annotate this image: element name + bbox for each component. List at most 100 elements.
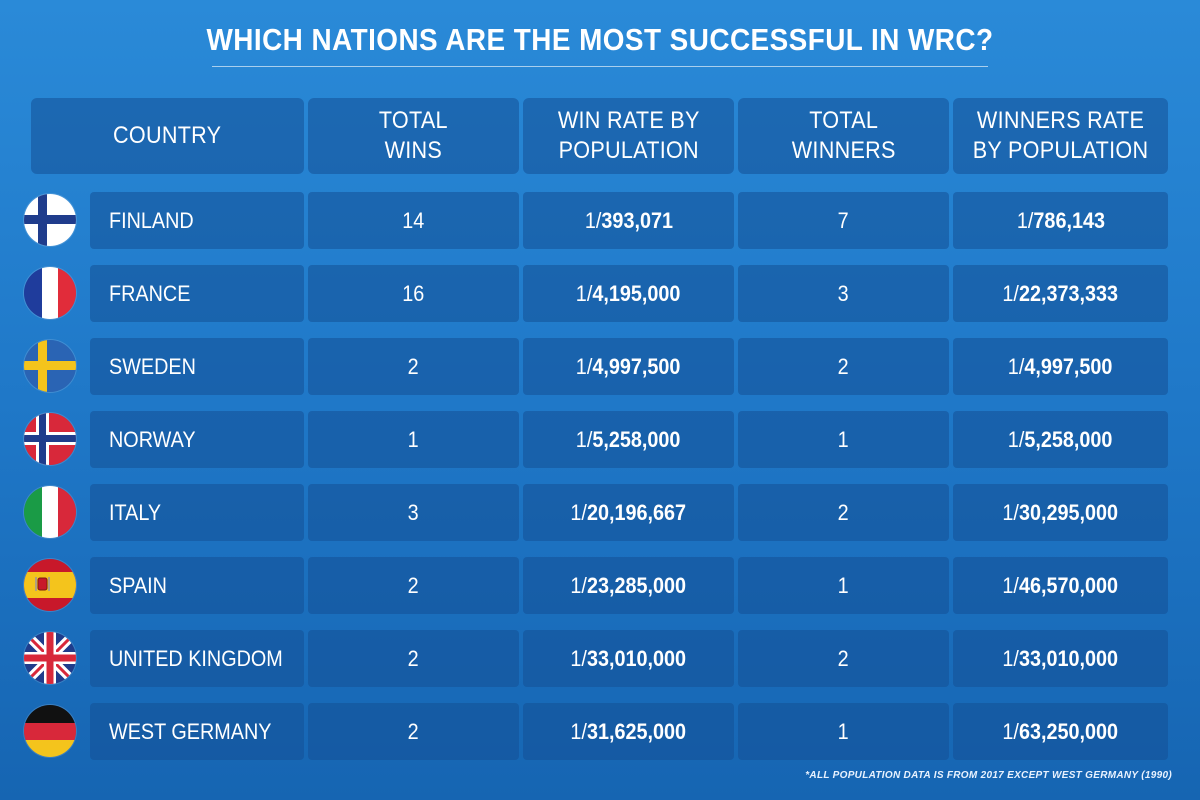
cell-win-rate-text: 1/5,258,000: [576, 427, 681, 453]
rate-value: 31,625,000: [587, 718, 687, 744]
header-country-label: COUNTRY: [113, 122, 222, 149]
cell-total-wins-text: 3: [407, 499, 420, 525]
header-total-wins: TOTAL WINS: [308, 98, 519, 174]
cell-total-winners: 1: [738, 703, 949, 760]
cell-winners-rate-text: 1/786,143: [1016, 208, 1104, 234]
rate-prefix: 1/: [570, 718, 588, 744]
cell-win-rate: 1/33,010,000: [523, 630, 734, 687]
rate-prefix: 1/: [1002, 718, 1020, 744]
cell-total-wins-text: 16: [402, 280, 425, 306]
cell-total-winners-text: 2: [837, 645, 850, 671]
footnote: *ALL POPULATION DATA IS FROM 2017 EXCEPT…: [805, 770, 1172, 781]
header-total-winners-label: TOTAL WINNERS: [791, 107, 896, 164]
cell-winners-rate: 1/786,143: [953, 192, 1168, 249]
rate-prefix: 1/: [1008, 353, 1025, 379]
cell-country: UNITED KINGDOM: [90, 630, 304, 687]
rate-prefix: 1/: [576, 280, 593, 306]
header-win-rate-label: WIN RATE BY POPULATION: [557, 107, 700, 164]
cell-total-wins: 16: [308, 265, 519, 322]
cell-winners-rate: 1/46,570,000: [953, 557, 1168, 614]
rate-prefix: 1/: [570, 499, 588, 525]
cell-win-rate: 1/4,997,500: [523, 338, 734, 395]
rate-prefix: 1/: [1002, 280, 1020, 306]
cell-total-winners-text: 7: [837, 207, 850, 233]
germany-flag-icon: [24, 705, 76, 757]
cell-total-winners: 2: [738, 484, 949, 541]
cell-total-wins-text: 2: [407, 572, 420, 598]
rate-value: 393,071: [600, 207, 673, 233]
cell-winners-rate-text: 1/30,295,000: [1003, 500, 1119, 526]
cell-total-winners: 1: [738, 557, 949, 614]
rate-prefix: 1/: [1002, 645, 1020, 671]
cell-winners-rate-text: 1/63,250,000: [1003, 719, 1119, 745]
rate-value: 20,196,667: [587, 499, 687, 525]
cell-country-text: SPAIN: [109, 572, 167, 598]
cell-winners-rate-text: 1/33,010,000: [1003, 646, 1119, 672]
cell-win-rate-text: 1/393,071: [584, 208, 672, 234]
cell-winners-rate: 1/33,010,000: [953, 630, 1168, 687]
cell-win-rate: 1/20,196,667: [523, 484, 734, 541]
cell-total-winners: 7: [738, 192, 949, 249]
cell-total-winners-text: 1: [837, 572, 850, 598]
cell-total-wins: 2: [308, 630, 519, 687]
cell-country: SWEDEN: [90, 338, 304, 395]
rate-prefix: 1/: [570, 645, 588, 671]
cell-total-winners-text: 3: [837, 280, 850, 306]
cell-country: NORWAY: [90, 411, 304, 468]
italy-flag-icon: [24, 486, 76, 538]
title-divider: [212, 66, 988, 67]
rate-value: 46,570,000: [1019, 572, 1119, 598]
cell-winners-rate: 1/30,295,000: [953, 484, 1168, 541]
cell-total-wins-text: 2: [407, 718, 420, 744]
rate-value: 23,285,000: [587, 572, 687, 598]
uk-flag-icon: [24, 632, 76, 684]
rate-value: 5,258,000: [592, 426, 681, 452]
rate-value: 22,373,333: [1019, 280, 1119, 306]
header-total-wins-label: TOTAL WINS: [379, 107, 448, 164]
cell-total-wins-text: 1: [407, 426, 420, 452]
cell-total-wins: 3: [308, 484, 519, 541]
rate-value: 4,195,000: [592, 280, 681, 306]
cell-winners-rate-text: 1/46,570,000: [1003, 573, 1119, 599]
cell-win-rate-text: 1/4,195,000: [576, 281, 681, 307]
rate-value: 63,250,000: [1019, 718, 1119, 744]
france-flag-icon: [24, 267, 76, 319]
rate-prefix: 1/: [1002, 499, 1020, 525]
cell-winners-rate-text: 1/22,373,333: [1003, 281, 1119, 307]
cell-country-text: SWEDEN: [109, 353, 196, 379]
cell-total-wins: 1: [308, 411, 519, 468]
cell-total-wins: 2: [308, 703, 519, 760]
cell-country: SPAIN: [90, 557, 304, 614]
cell-win-rate: 1/23,285,000: [523, 557, 734, 614]
rate-value: 4,997,500: [1024, 353, 1113, 379]
cell-country: FRANCE: [90, 265, 304, 322]
norway-flag-icon: [24, 413, 76, 465]
cell-total-wins: 14: [308, 192, 519, 249]
cell-win-rate: 1/31,625,000: [523, 703, 734, 760]
cell-country: WEST GERMANY: [90, 703, 304, 760]
cell-winners-rate-text: 1/4,997,500: [1008, 354, 1113, 380]
cell-winners-rate-text: 1/5,258,000: [1008, 427, 1113, 453]
page-title: WHICH NATIONS ARE THE MOST SUCCESSFUL IN…: [206, 22, 994, 57]
cell-total-winners: 2: [738, 630, 949, 687]
cell-country: FINLAND: [90, 192, 304, 249]
spain-flag-icon: [24, 559, 76, 611]
rate-prefix: 1/: [584, 207, 601, 233]
rate-prefix: 1/: [1016, 207, 1033, 233]
rate-value: 4,997,500: [592, 353, 681, 379]
cell-winners-rate: 1/5,258,000: [953, 411, 1168, 468]
header-winners-rate: WINNERS RATE BY POPULATION: [953, 98, 1168, 174]
cell-total-winners-text: 1: [837, 718, 850, 744]
cell-country-text: NORWAY: [109, 426, 196, 452]
rate-value: 33,010,000: [1019, 645, 1119, 671]
cell-winners-rate: 1/63,250,000: [953, 703, 1168, 760]
cell-total-winners-text: 2: [837, 499, 850, 525]
rate-prefix: 1/: [1002, 572, 1020, 598]
cell-total-wins: 2: [308, 557, 519, 614]
rate-prefix: 1/: [570, 572, 588, 598]
cell-win-rate: 1/4,195,000: [523, 265, 734, 322]
cell-win-rate: 1/5,258,000: [523, 411, 734, 468]
cell-total-winners-text: 1: [837, 426, 850, 452]
rate-prefix: 1/: [1008, 426, 1025, 452]
header-total-winners: TOTAL WINNERS: [738, 98, 949, 174]
